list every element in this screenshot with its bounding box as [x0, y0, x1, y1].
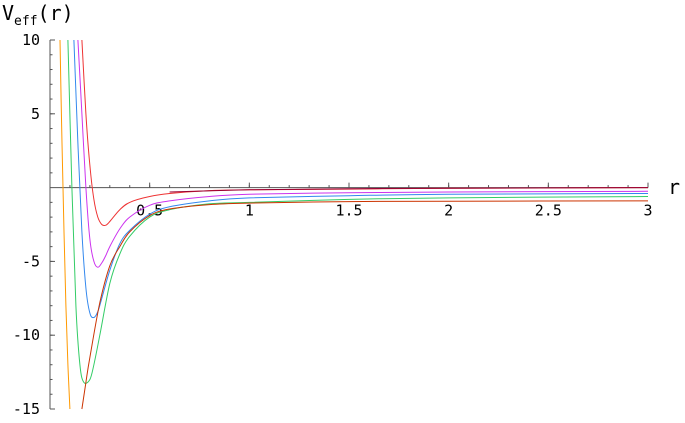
series-line-6 — [81, 200, 649, 410]
y-tick-label: -5 — [22, 252, 40, 270]
x-tick-label: 1.5 — [335, 202, 362, 220]
x-tick-label: 3 — [643, 202, 652, 220]
x-axis-title: r — [668, 175, 680, 199]
series-line-3 — [73, 39, 649, 319]
y-axis-title-sub: eff — [14, 14, 37, 29]
series-line-1 — [59, 39, 71, 410]
series-line-2 — [67, 39, 649, 384]
x-tick-label: 1 — [245, 202, 254, 220]
axes: 0.5 1 1.5 2 2.5 3 10 5 -5 -10 -15 — [13, 31, 653, 418]
y-tick-label: -15 — [13, 400, 40, 418]
series-line-4 — [77, 39, 649, 268]
series-line-7 — [169, 187, 649, 193]
y-axis-title-arg: (r) — [38, 1, 74, 25]
x-tick-label: 0.5 — [136, 202, 163, 220]
x-tick-label: 2.5 — [535, 202, 562, 220]
x-tick-label: 2 — [444, 202, 453, 220]
y-tick-label: -10 — [13, 326, 40, 344]
y-tick-label: 10 — [22, 31, 40, 49]
series-line-5 — [81, 39, 649, 227]
y-axis-title-main: V — [2, 1, 14, 25]
curves — [59, 39, 649, 410]
y-axis-title: Veff(r) — [2, 1, 74, 29]
y-tick-label: 5 — [31, 105, 40, 123]
